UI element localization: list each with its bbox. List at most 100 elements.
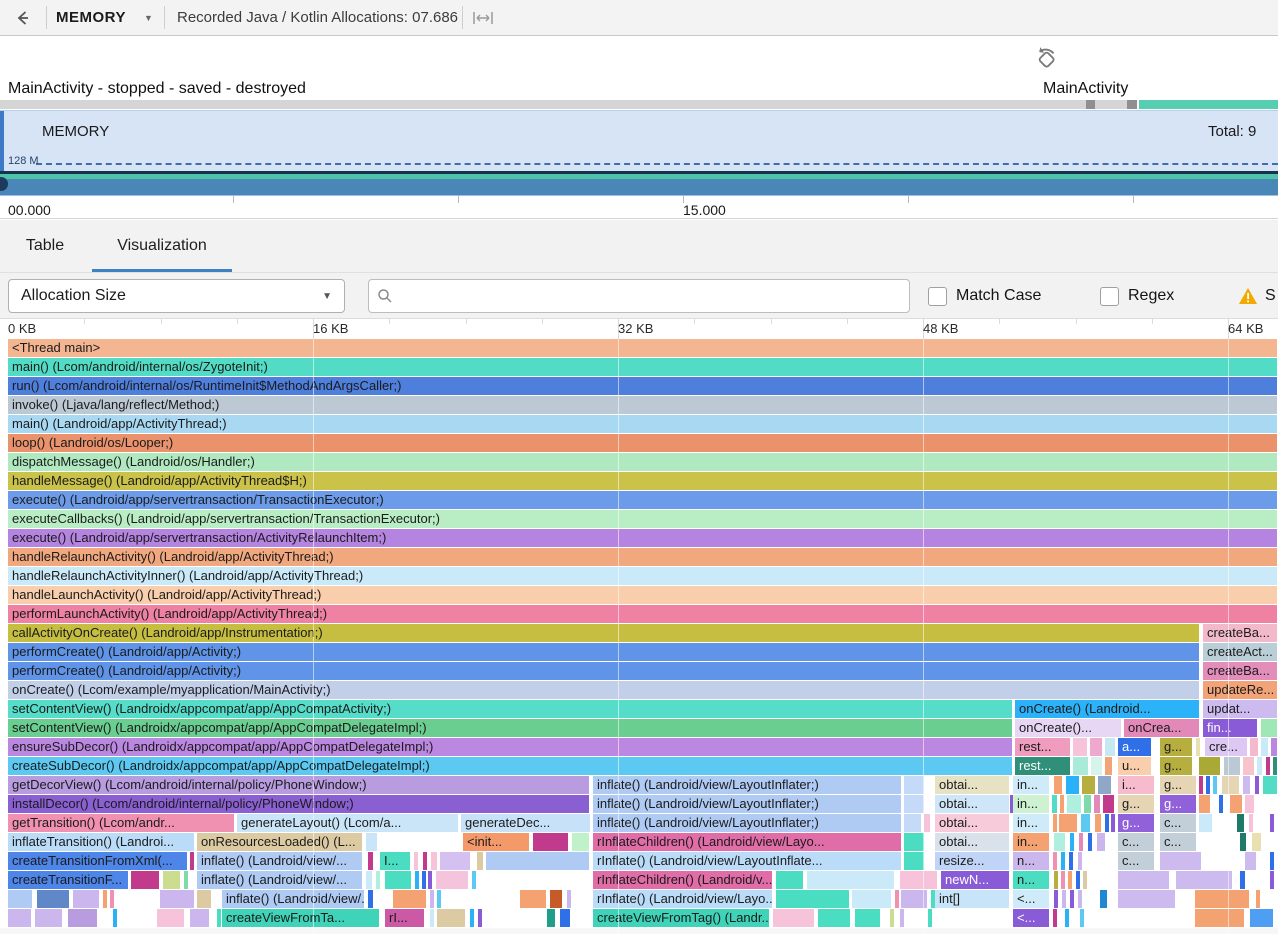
flame-segment[interactable]: in... xyxy=(1013,833,1049,851)
flame-segment[interactable] xyxy=(1095,814,1101,832)
flame-segment[interactable]: handleLaunchActivity() (Landroid/app/Act… xyxy=(8,586,1277,604)
match-case-checkbox[interactable]: Match Case xyxy=(928,279,1041,313)
flame-segment[interactable]: <init... xyxy=(463,833,529,851)
time-axis[interactable]: 00.000 15.000 xyxy=(0,196,1278,219)
flame-segment[interactable]: performCreate() (Landroid/app/Activity;) xyxy=(8,643,1199,661)
zoom-to-fit-icon[interactable] xyxy=(472,0,494,35)
flame-segment[interactable]: <... xyxy=(1013,890,1049,908)
flame-segment[interactable] xyxy=(190,909,209,927)
flame-segment[interactable]: onCreate() (Landroid... xyxy=(1015,700,1199,718)
flame-segment[interactable]: installDecor() (Lcom/android/internal/po… xyxy=(8,795,589,813)
flame-segment[interactable] xyxy=(131,871,159,889)
flame-segment[interactable]: inflateTransition() (Landroi... xyxy=(8,833,194,851)
checkbox-icon[interactable] xyxy=(928,286,947,306)
flame-segment[interactable] xyxy=(1245,795,1254,813)
flame-segment[interactable] xyxy=(890,909,894,927)
flame-segment[interactable] xyxy=(1199,776,1203,794)
flame-segment[interactable] xyxy=(1118,890,1175,908)
flame-segment[interactable]: executeCallbacks() (Landroid/app/servert… xyxy=(8,510,1277,528)
flame-segment[interactable]: inflate() (Landroid/view/... xyxy=(197,852,362,870)
flame-segment[interactable] xyxy=(431,852,437,870)
flame-segment[interactable]: getTransition() (Lcom/andr... xyxy=(8,814,234,832)
flame-segment[interactable] xyxy=(1195,890,1249,908)
flame-segment[interactable]: rInflate() (Landroid/view/LayoutInflate.… xyxy=(593,852,901,870)
flame-segment[interactable]: in... xyxy=(1013,795,1049,813)
flame-segment[interactable] xyxy=(8,890,32,908)
flame-segment[interactable] xyxy=(477,852,483,870)
checkbox-icon[interactable] xyxy=(1100,286,1119,306)
flame-segment[interactable] xyxy=(428,871,432,889)
flame-segment[interactable]: g... xyxy=(1160,757,1192,775)
flame-segment[interactable] xyxy=(852,890,891,908)
flame-segment[interactable] xyxy=(1010,795,1014,813)
flame-segment[interactable] xyxy=(900,909,904,927)
flame-segment[interactable]: loop() (Landroid/os/Looper;) xyxy=(8,434,1277,452)
flame-segment[interactable] xyxy=(1270,852,1274,870)
grouping-dropdown[interactable]: Allocation Size ▼ xyxy=(8,279,345,313)
flame-segment[interactable] xyxy=(550,890,562,908)
flame-segment[interactable] xyxy=(1094,795,1100,813)
flame-segment[interactable] xyxy=(904,852,924,870)
flame-segment[interactable] xyxy=(901,890,927,908)
flame-segment[interactable]: c... xyxy=(1160,814,1196,832)
flame-segment[interactable] xyxy=(1073,757,1088,775)
flame-segment[interactable] xyxy=(1067,795,1081,813)
flame-segment[interactable]: createBa... xyxy=(1203,662,1277,680)
flame-segment[interactable] xyxy=(1243,757,1254,775)
flame-segment[interactable] xyxy=(366,833,377,851)
flame-segment[interactable]: rest... xyxy=(1015,738,1070,756)
flame-segment[interactable]: inflate() (Landroid/view/LayoutInflater;… xyxy=(593,795,901,813)
flame-segment[interactable] xyxy=(472,871,476,889)
flame-segment[interactable] xyxy=(73,890,99,908)
search-box[interactable] xyxy=(368,279,910,313)
flame-segment[interactable] xyxy=(1105,757,1112,775)
flame-segment[interactable] xyxy=(567,890,571,908)
flame-segment[interactable] xyxy=(1237,814,1244,832)
flame-segment[interactable] xyxy=(1088,833,1092,851)
flame-segment[interactable] xyxy=(1105,814,1109,832)
flame-segment[interactable] xyxy=(1249,814,1253,832)
flame-segment[interactable] xyxy=(393,890,426,908)
flame-segment[interactable]: obtai... xyxy=(935,833,1009,851)
flame-segment[interactable]: u... xyxy=(1118,757,1151,775)
flame-segment[interactable] xyxy=(1176,871,1232,889)
flame-segment[interactable] xyxy=(436,871,468,889)
flame-segment[interactable]: createViewFromTag() (Landr... xyxy=(593,909,769,927)
flame-segment[interactable] xyxy=(904,814,921,832)
flame-segment[interactable] xyxy=(1081,814,1090,832)
flame-segment[interactable]: performLaunchActivity() (Landroid/app/Ac… xyxy=(8,605,1277,623)
flame-segment[interactable] xyxy=(1266,757,1270,775)
flame-segment[interactable] xyxy=(1273,757,1277,775)
flame-segment[interactable] xyxy=(35,909,62,927)
flame-segment[interactable] xyxy=(1061,852,1065,870)
flame-segment[interactable]: a... xyxy=(1118,738,1151,756)
flame-segment[interactable] xyxy=(157,909,184,927)
flame-segment[interactable] xyxy=(1263,776,1277,794)
flame-segment[interactable]: cre... xyxy=(1205,738,1247,756)
flame-segment[interactable] xyxy=(1083,871,1087,889)
flame-segment[interactable] xyxy=(1082,776,1095,794)
flame-segment[interactable] xyxy=(1199,814,1212,832)
flame-segment[interactable]: i... xyxy=(1118,776,1154,794)
flame-segment[interactable] xyxy=(1061,871,1065,889)
flame-segment[interactable] xyxy=(197,890,211,908)
flame-segment[interactable]: generateDec... xyxy=(461,814,590,832)
flame-segment[interactable] xyxy=(1053,814,1057,832)
flame-segment[interactable]: setContentView() (Landroidx/appcompat/ap… xyxy=(8,700,1012,718)
flame-segment[interactable] xyxy=(1250,738,1258,756)
flame-segment[interactable]: c... xyxy=(1160,833,1196,851)
flame-segment[interactable] xyxy=(414,852,418,870)
flame-segment[interactable] xyxy=(103,890,107,908)
flame-segment[interactable] xyxy=(818,909,850,927)
flame-segment[interactable]: handleRelaunchActivity() (Landroid/app/A… xyxy=(8,548,1277,566)
flame-segment[interactable] xyxy=(437,890,441,908)
flame-segment[interactable]: run() (Lcom/android/internal/os/RuntimeI… xyxy=(8,377,1277,395)
flame-segment[interactable]: onResourcesLoaded() (L... xyxy=(197,833,362,851)
flame-segment[interactable] xyxy=(368,890,373,908)
flame-segment[interactable]: callActivityOnCreate() (Landroid/app/Ins… xyxy=(8,624,1199,642)
flame-segment[interactable]: execute() (Landroid/app/servertransactio… xyxy=(8,491,1277,509)
flame-segment[interactable] xyxy=(904,795,924,813)
flame-segment[interactable] xyxy=(1098,776,1111,794)
flame-segment[interactable]: performCreate() (Landroid/app/Activity;) xyxy=(8,662,1199,680)
flame-segment[interactable]: onCreate() (Lcom/example/myapplication/M… xyxy=(8,681,1199,699)
